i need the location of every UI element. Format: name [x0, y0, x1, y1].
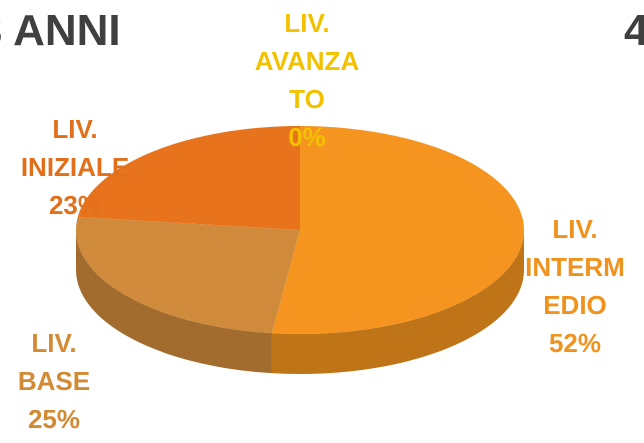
chart-title: 3 ANNI — [0, 6, 121, 55]
data-label: LIV. INTERMEDIO 52% — [522, 210, 628, 362]
value-label: 25% — [27, 404, 81, 434]
slice-side — [76, 230, 272, 374]
slice-side — [271, 230, 524, 374]
value-label: 23% — [48, 190, 102, 220]
category-label: LIV. INIZIALE — [20, 114, 130, 182]
category-label: LIV. INTERMEDIO — [525, 214, 625, 320]
category-label: LIV. AVANZATO — [254, 8, 360, 114]
value-label: 52% — [548, 328, 602, 358]
slice — [77, 126, 301, 230]
category-label: LIV. BASE — [17, 328, 91, 396]
slice — [271, 126, 524, 334]
side-title: 4 — [624, 6, 644, 55]
value-label: 0% — [288, 122, 326, 152]
data-label: LIV. BASE 25% — [0, 324, 108, 438]
data-label: LIV. INIZIALE 23% — [16, 110, 134, 224]
data-label: LIV. AVANZATO 0% — [248, 4, 366, 156]
slice — [76, 216, 300, 334]
